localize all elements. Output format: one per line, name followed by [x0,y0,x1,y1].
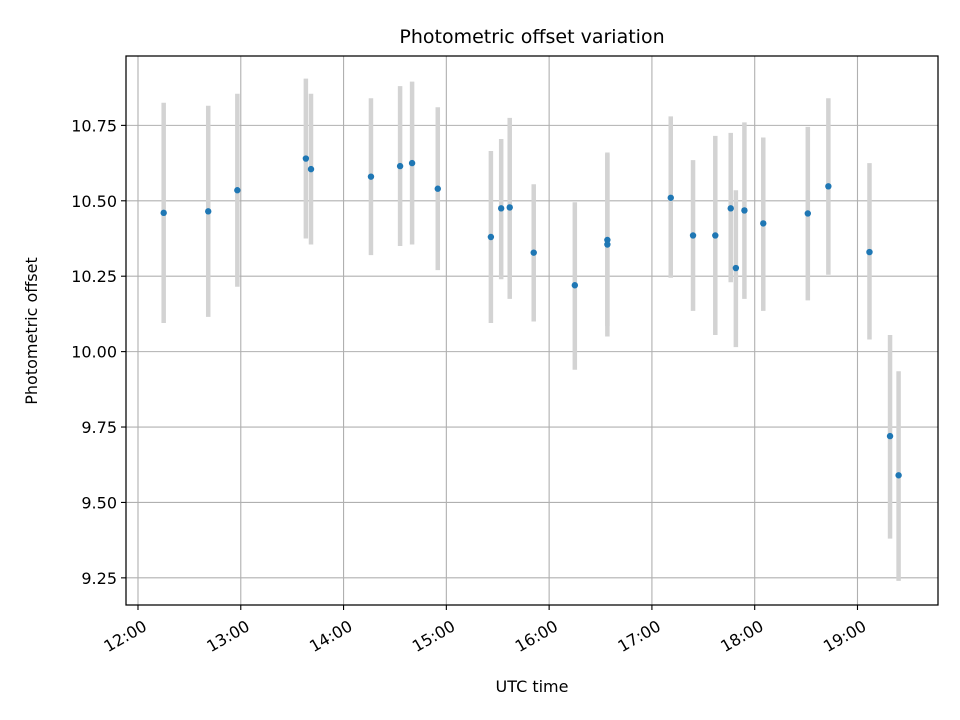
data-point [895,472,902,479]
chart-title: Photometric offset variation [399,26,664,48]
data-point [487,233,495,241]
data-point [732,264,740,272]
data-point [804,210,812,217]
data-point [434,185,441,192]
plot-area-frame [125,55,939,606]
x-tick-label: 15:00 [409,616,458,656]
data-point [760,220,767,227]
data-point [234,187,241,194]
x-tick-label: 12:00 [101,616,150,656]
data-point [727,205,734,212]
data-points [160,155,902,479]
x-tick-label: 18:00 [717,616,766,656]
data-point [825,183,832,190]
x-axis-ticks: 12:00 13:00 14:00 15:00 16:00 17:00 18:00 19:00 [101,605,869,656]
x-tick-label: 16:00 [512,616,561,656]
x-tick-label: 17:00 [614,616,663,656]
y-tick-label: 9.50 [81,493,117,512]
y-tick-label: 10.75 [71,116,117,135]
error-bars [161,78,901,581]
data-point [530,249,537,256]
x-axis-label: UTC time [496,677,569,696]
data-point [604,236,611,244]
y-axis-label: Photometric offset [22,257,41,405]
y-tick-label: 9.75 [81,418,117,437]
data-point [506,204,513,211]
data-point [367,173,375,180]
grid [126,56,938,605]
data-point [307,165,315,173]
data-point [396,162,404,170]
x-tick-label: 14:00 [306,616,355,656]
y-tick-label: 10.00 [71,343,117,362]
data-point [667,194,674,201]
y-tick-label: 10.50 [71,192,117,211]
data-point [571,282,579,289]
x-tick-label: 19:00 [820,616,869,656]
y-axis-ticks: 9.25 9.50 9.75 10.00 10.25 10.50 10.75 [71,116,126,588]
y-tick-label: 10.25 [71,267,117,286]
data-point [302,155,310,162]
data-point [712,232,719,239]
data-point [604,241,611,248]
data-point [408,159,416,167]
data-point [689,232,697,239]
data-point [160,209,167,217]
data-point [866,248,873,256]
data-point [741,207,748,214]
data-point [497,205,505,212]
y-tick-label: 9.25 [81,569,117,588]
data-point [205,208,212,215]
data-point [886,432,894,440]
x-tick-label: 13:00 [203,616,252,656]
